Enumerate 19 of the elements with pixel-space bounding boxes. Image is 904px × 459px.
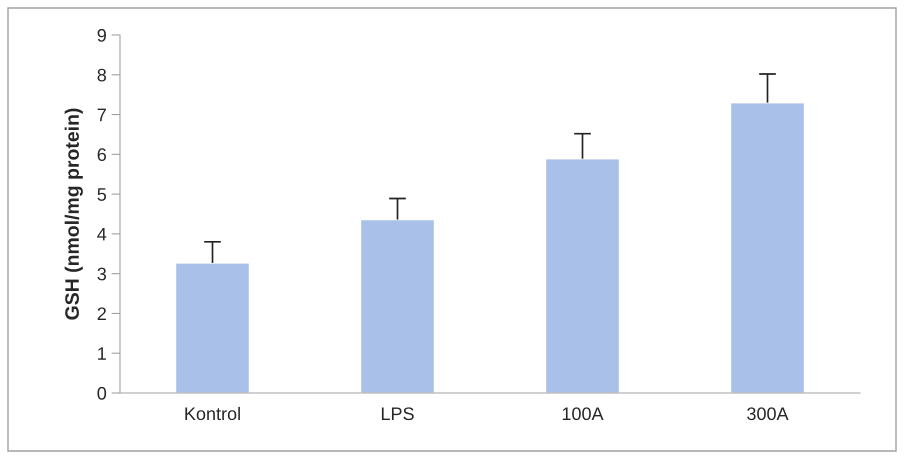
y-tick-label: 6 [98, 148, 106, 162]
y-tick-label: 4 [97, 228, 106, 240]
bar [544, 158, 620, 393]
y-tick-label: 3 [97, 268, 106, 280]
y-tick-label: 2 [98, 307, 106, 320]
x-tick-label: LPS [382, 407, 414, 420]
x-tick-label: 100A [562, 407, 604, 420]
y-tick-label: 9 [98, 28, 106, 42]
y-axis-title: GSH (nmol/mg protein) [64, 108, 83, 320]
y-tick-label: 0 [97, 386, 106, 400]
y-tick-label: 7 [98, 108, 106, 122]
x-tick-label: Kontrol [185, 406, 240, 420]
y-tick-label: 8 [98, 68, 106, 82]
bar [360, 218, 436, 393]
x-tick-label: 300A [747, 407, 789, 420]
bar [174, 262, 250, 393]
bar [730, 102, 806, 393]
y-tick-label: 5 [97, 188, 106, 201]
y-tick-label: 1 [98, 347, 106, 360]
